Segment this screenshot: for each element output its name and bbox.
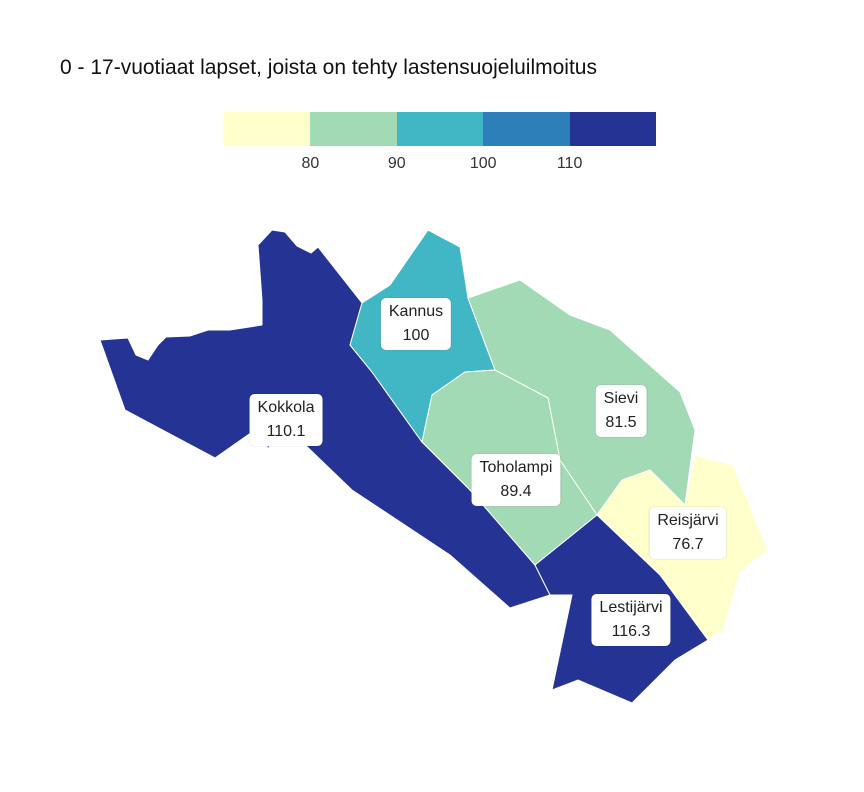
- region-value: 100: [402, 327, 430, 344]
- region-label: Kannus 100: [380, 298, 452, 350]
- region-value: 81.5: [605, 414, 637, 431]
- region-label: Sievi 81.5: [595, 385, 647, 437]
- legend-swatch: [396, 112, 484, 146]
- region-name: Kokkola: [257, 399, 315, 416]
- region-value: 116.3: [611, 623, 651, 640]
- legend-swatch: [483, 112, 570, 146]
- region-label: Kokkola 110.1: [249, 394, 323, 446]
- legend-swatch: [569, 112, 656, 146]
- legend-tick: 90: [387, 155, 406, 172]
- region-label: Lestijärvi 116.3: [591, 594, 671, 646]
- region-name: Sievi: [603, 390, 639, 407]
- legend-tick: 100: [469, 155, 497, 172]
- color-legend: 80 90 100 110: [224, 112, 656, 176]
- map-title: 0 - 17-vuotiaat lapset, joista on tehty …: [60, 56, 597, 79]
- region-value: 89.4: [500, 483, 532, 500]
- legend-tick: 80: [301, 155, 320, 172]
- legend-tick: 110: [556, 155, 583, 172]
- region-label: Toholampi 89.4: [471, 454, 561, 506]
- legend-swatch: [224, 112, 311, 146]
- region-value: 76.7: [672, 536, 704, 553]
- region-name: Reisjärvi: [657, 512, 719, 529]
- region-name: Lestijärvi: [599, 599, 663, 616]
- region-name: Kannus: [388, 303, 444, 320]
- region-value: 110.1: [266, 423, 306, 440]
- region-label: Reisjärvi 76.7: [649, 507, 727, 559]
- legend-swatch: [310, 112, 397, 146]
- region-name: Toholampi: [479, 459, 553, 476]
